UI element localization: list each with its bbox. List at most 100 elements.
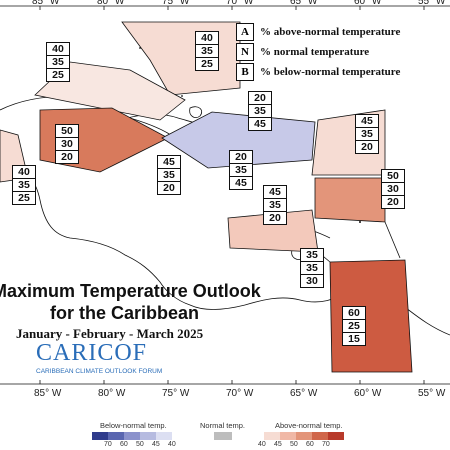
prob-normal: 35	[264, 199, 286, 212]
scale-tick-above-50: 50	[290, 441, 298, 448]
prob-box-bahamas: 40 35 25	[195, 31, 219, 71]
lon-top-6: 55° W	[418, 0, 446, 7]
prob-normal: 35	[301, 262, 323, 275]
swatch-below-45	[140, 432, 156, 440]
prob-above: 40	[13, 166, 35, 179]
lon-bottom-5: 60° W	[354, 388, 382, 399]
prob-box-jamaica-south: 45 35 20	[157, 155, 181, 195]
scale-tick-above-45: 45	[274, 441, 282, 448]
lon-top-4: 65° W	[290, 0, 318, 7]
prob-normal: 25	[343, 320, 365, 333]
swatch-below-40	[156, 432, 172, 440]
prob-above: 20	[249, 92, 271, 105]
map-frame	[0, 5, 450, 385]
swatch-normal	[214, 432, 232, 440]
swatch-above-60	[312, 432, 328, 440]
prob-below: 45	[235, 177, 247, 189]
map-title-line2: for the Caribbean	[50, 303, 200, 323]
swatch-above-45	[280, 432, 296, 440]
probability-key: A % above-normal temperature N % normal te…	[236, 22, 400, 82]
prob-above: 45	[264, 186, 286, 199]
caricof-logo-subtitle: CARIBBEAN CLIMATE OUTLOOK FORUM	[36, 368, 163, 375]
prob-box-trinidad: 35 35 30	[300, 248, 324, 288]
swatch-above-70	[328, 432, 344, 440]
prob-below: 20	[361, 141, 373, 153]
prob-normal: 30	[56, 138, 78, 151]
lon-bottom-6: 55° W	[418, 388, 446, 399]
lon-bottom-1: 80° W	[98, 388, 126, 399]
prob-below: 20	[387, 196, 399, 208]
prob-below: 15	[348, 333, 360, 345]
lon-bottom-4: 65° W	[290, 388, 318, 399]
prob-box-windward-islands: 50 30 20	[381, 169, 405, 209]
prob-below: 20	[61, 151, 73, 163]
map-subtitle: January - February - March 2025	[16, 326, 204, 341]
region-windward-islands	[314, 177, 386, 223]
scale-tick-below-70: 70	[104, 441, 112, 448]
prob-box-cuba-north: 40 35 25	[46, 42, 70, 82]
prob-box-guianas: 60 25 15	[342, 306, 366, 346]
caricof-logo: CARICOF	[36, 340, 148, 366]
swatch-above-40	[264, 432, 280, 440]
scale-above-label: Above-normal temp.	[275, 421, 343, 430]
scale-tick-below-60: 60	[120, 441, 128, 448]
longitude-ticks	[39, 6, 425, 384]
prob-normal: 35	[13, 179, 35, 192]
swatch-below-70	[92, 432, 108, 440]
prob-above: 35	[301, 249, 323, 262]
lon-top-2: 75° W	[162, 0, 190, 7]
lon-top-0: 85° W	[32, 0, 60, 7]
prob-below: 30	[306, 275, 318, 287]
prob-box-central-america-west: 40 35 25	[12, 165, 36, 205]
prob-normal: 30	[382, 183, 404, 196]
key-text-n: % normal temperature	[260, 46, 370, 58]
lon-top-1: 80° W	[97, 0, 125, 7]
prob-above: 40	[196, 32, 218, 45]
prob-normal: 35	[196, 45, 218, 58]
lon-bottom-2: 75° W	[162, 388, 190, 399]
key-text-b: % below-normal temperature	[260, 66, 401, 78]
prob-normal: 35	[47, 56, 69, 69]
prob-below: 45	[254, 118, 266, 130]
prob-box-leeward-islands: 45 35 20	[355, 114, 379, 154]
prob-below: 25	[52, 69, 64, 81]
prob-above: 60	[343, 307, 365, 320]
scale-tick-below-40: 40	[168, 441, 176, 448]
swatch-below-50	[124, 432, 140, 440]
lon-bottom-3: 70° W	[226, 388, 254, 399]
lon-bottom-0: 85° W	[34, 388, 62, 399]
lon-top-3: 70° W	[226, 0, 254, 7]
prob-box-cayman-jamaica-west: 50 30 20	[55, 124, 79, 164]
key-text-a: % above-normal temperature	[260, 26, 401, 38]
prob-box-abc-islands: 45 35 20	[263, 185, 287, 225]
key-letter-n: N	[236, 43, 254, 61]
prob-above: 20	[230, 151, 252, 164]
prob-above: 50	[56, 125, 78, 138]
scale-below-label: Below-normal temp.	[100, 421, 167, 430]
swatch-below-60	[108, 432, 124, 440]
scale-tick-above-60: 60	[306, 441, 314, 448]
scale-tick-below-45: 45	[152, 441, 160, 448]
prob-above: 40	[47, 43, 69, 56]
scale-tick-above-40: 40	[258, 441, 266, 448]
prob-normal: 35	[356, 128, 378, 141]
prob-below: 20	[163, 182, 175, 194]
prob-above: 45	[158, 156, 180, 169]
region-hispaniola	[161, 111, 316, 169]
prob-normal: 35	[249, 105, 271, 118]
key-letter-b: B	[236, 63, 254, 81]
prob-above: 50	[382, 170, 404, 183]
prob-box-hispaniola: 20 35 45	[248, 91, 272, 131]
lon-top-5: 60° W	[354, 0, 382, 7]
key-letter-a: A	[236, 23, 254, 41]
prob-box-puerto-rico: 20 35 45	[229, 150, 253, 190]
scale-tick-above-70: 70	[322, 441, 330, 448]
prob-below: 20	[269, 212, 281, 224]
prob-above: 45	[356, 115, 378, 128]
prob-normal: 35	[230, 164, 252, 177]
map-title: Maximum Temperature Outlook	[0, 281, 261, 301]
scale-tick-below-50: 50	[136, 441, 144, 448]
swatch-above-50	[296, 432, 312, 440]
scale-normal-label: Normal temp.	[200, 421, 246, 430]
prob-normal: 35	[158, 169, 180, 182]
